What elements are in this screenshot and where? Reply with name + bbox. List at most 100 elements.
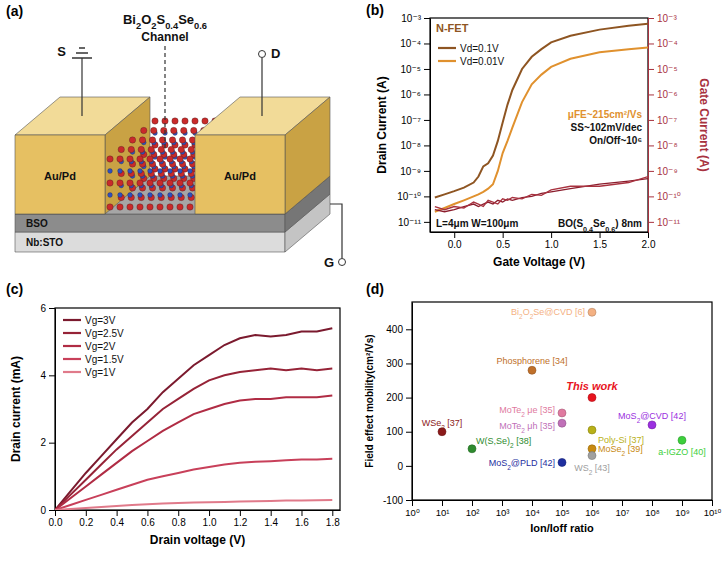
- plot-lines: [435, 24, 648, 212]
- tick: 1.2: [233, 510, 247, 528]
- tick-mark: [406, 398, 412, 399]
- atom: [118, 146, 124, 152]
- text-run: ) 8nm: [615, 218, 642, 229]
- tick-mark: [240, 510, 241, 516]
- legend-swatch: [63, 358, 81, 360]
- text-run: S: [57, 44, 66, 59]
- atom: [181, 127, 187, 133]
- text-run: SS~102mV/dec: [571, 122, 643, 133]
- panel-1: 0.00.51.01.52.010⁻¹¹10⁻¹⁰10⁻⁹10⁻⁸10⁻⁷10⁻…: [375, 13, 711, 269]
- points: [438, 308, 686, 466]
- tick-mark: [49, 510, 55, 511]
- tick: 10³: [496, 500, 510, 518]
- atom: [148, 169, 153, 174]
- point-label: WSe2 [37]: [422, 418, 463, 431]
- text-run: Se@CVD [6]: [533, 307, 585, 317]
- text-run: O: [523, 307, 530, 317]
- electrode-front: [15, 135, 105, 214]
- legend-label: Vd=0.1V: [460, 43, 499, 54]
- tick-mark: [424, 43, 430, 44]
- tick-label: 10⁻⁴: [400, 38, 421, 49]
- plot-frame: [412, 302, 712, 500]
- tick-label: 0.4: [110, 517, 124, 528]
- atom: [187, 204, 193, 210]
- atom: [168, 146, 174, 152]
- text-run: D: [271, 46, 280, 61]
- tick-mark: [49, 308, 55, 309]
- atom: [188, 169, 193, 174]
- tick: 2: [40, 437, 55, 448]
- tick-label: 10⁰: [405, 507, 420, 518]
- tick: 10⁸: [645, 500, 660, 518]
- series-line: [55, 396, 332, 510]
- tick-mark: [652, 500, 653, 506]
- dielectric-front: [15, 214, 285, 232]
- text-run: MoSe: [598, 444, 622, 454]
- atom: [169, 137, 175, 143]
- atom: [117, 156, 123, 162]
- tick-label: 1.6: [295, 517, 309, 528]
- tick: 0.0: [49, 510, 63, 528]
- tick: 10¹⁰: [704, 500, 722, 518]
- y2-axis-title: Gate Current (A): [697, 78, 711, 171]
- atom: [158, 193, 163, 198]
- atom: [127, 156, 133, 162]
- atom: [158, 146, 164, 152]
- tick-label: 10⁻⁸: [400, 140, 421, 151]
- atom: [129, 137, 135, 143]
- text-run: MoTe: [499, 405, 521, 415]
- text-run: Vg=2.5V: [85, 328, 124, 339]
- tick-mark: [532, 500, 533, 506]
- text-run: @PLD [42]: [511, 458, 555, 468]
- axis-line: [431, 232, 649, 233]
- x-axis: 0.00.51.01.52.0: [431, 232, 656, 250]
- text-run: [38]: [514, 436, 532, 446]
- tick: 10⁻⁶: [648, 89, 678, 100]
- text-run: L=4μm W=100μm: [436, 218, 518, 229]
- tick: 10⁻³: [401, 13, 430, 24]
- tick-label: 200: [386, 392, 403, 403]
- tick-mark: [682, 500, 683, 506]
- tick-mark: [86, 510, 87, 516]
- text-run: Vg=1V: [85, 367, 116, 378]
- legend-swatch: [63, 319, 81, 321]
- tick-label: 10¹: [436, 507, 450, 518]
- text-run: Gate Current (A): [697, 78, 711, 171]
- tick-label: 10⁻⁵: [400, 64, 421, 75]
- tick-mark: [424, 196, 430, 197]
- tick: 10⁻⁵: [648, 64, 678, 75]
- tick-label: 1.8: [326, 517, 340, 528]
- tick: 10¹: [436, 500, 450, 518]
- text-run: Se: [178, 12, 194, 27]
- scatter-point: [588, 426, 596, 434]
- tick-mark: [454, 232, 455, 238]
- atom: [168, 169, 173, 174]
- legend-label: Vg=1V: [85, 367, 116, 378]
- scatter-point: [648, 421, 656, 429]
- tick: 10²: [466, 500, 480, 518]
- tick-label: 10⁻¹⁰: [397, 191, 421, 202]
- scatter-point: [588, 394, 596, 402]
- panel-3: 10⁰10¹10²10³10⁴10⁵10⁶10⁷10⁸10⁹10¹⁰-10001…: [364, 302, 721, 534]
- tick: 10⁻⁶: [400, 89, 430, 100]
- tick-mark: [406, 363, 412, 364]
- tick-mark: [648, 196, 654, 197]
- atom: [128, 146, 134, 152]
- point-label: W(S,Se)2 [38]: [476, 436, 531, 449]
- source-symbol: [76, 52, 88, 54]
- tick-label: 6: [40, 303, 46, 314]
- text-run: MoTe: [499, 421, 521, 431]
- tick-label: 10⁻⁹: [657, 166, 678, 177]
- tick-label: 10⁹: [675, 507, 690, 518]
- tick-mark: [442, 500, 443, 506]
- tick: 300: [386, 358, 412, 369]
- atom: [157, 204, 163, 210]
- series-line: [435, 177, 648, 210]
- x-axis-title: Drain voltage (V): [150, 533, 245, 547]
- tick: 0.5: [496, 232, 510, 250]
- tick-mark: [648, 171, 654, 172]
- point-label: Phosphorene [34]: [496, 356, 567, 366]
- substrate-label: Nb:STO: [26, 237, 63, 248]
- electrode-front: [195, 135, 285, 214]
- tick-label: 10⁶: [585, 507, 600, 518]
